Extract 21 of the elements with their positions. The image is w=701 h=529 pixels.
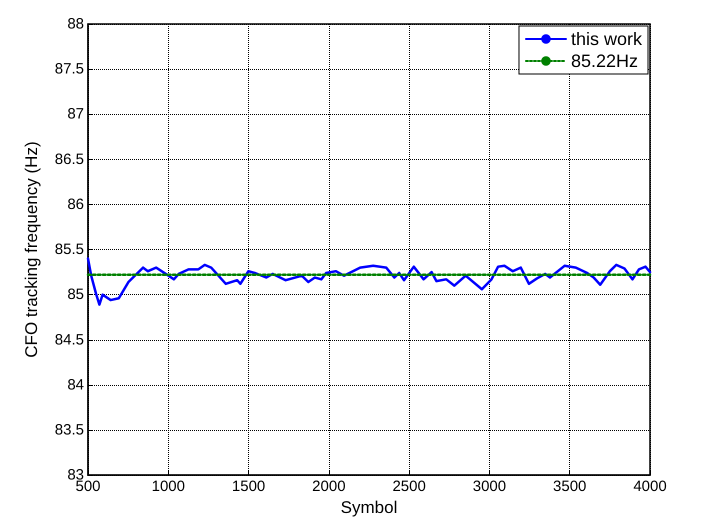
- x-tick-label: 1000: [152, 478, 185, 496]
- y-tick-label: 83.5: [54, 421, 84, 438]
- y-tick-label: 84: [67, 376, 84, 394]
- legend-label: 85.22Hz: [570, 51, 638, 71]
- y-axis-title: CFO tracking frequency (Hz): [22, 141, 41, 358]
- y-tick-label: 86: [67, 196, 84, 213]
- x-tick-label: 1500: [232, 478, 266, 496]
- y-tick-label: 88: [67, 16, 84, 32]
- x-axis-title: Symbol: [340, 498, 398, 517]
- y-tick-label: 84.5: [54, 331, 84, 348]
- y-tick-label: 85.5: [54, 241, 84, 258]
- y-tick-label: 85: [67, 286, 84, 304]
- y-tick-label: 86.5: [54, 150, 84, 168]
- x-tick-label: 2000: [312, 478, 346, 496]
- legend-label: this work: [570, 29, 643, 49]
- x-tick-label: 2500: [392, 478, 426, 496]
- y-tick-label: 87: [67, 106, 84, 123]
- x-tick-label: 4000: [633, 478, 667, 496]
- x-tick-label: 3000: [472, 478, 506, 496]
- y-tick-label: 87.5: [54, 60, 84, 78]
- x-tick-label: 3500: [553, 478, 586, 496]
